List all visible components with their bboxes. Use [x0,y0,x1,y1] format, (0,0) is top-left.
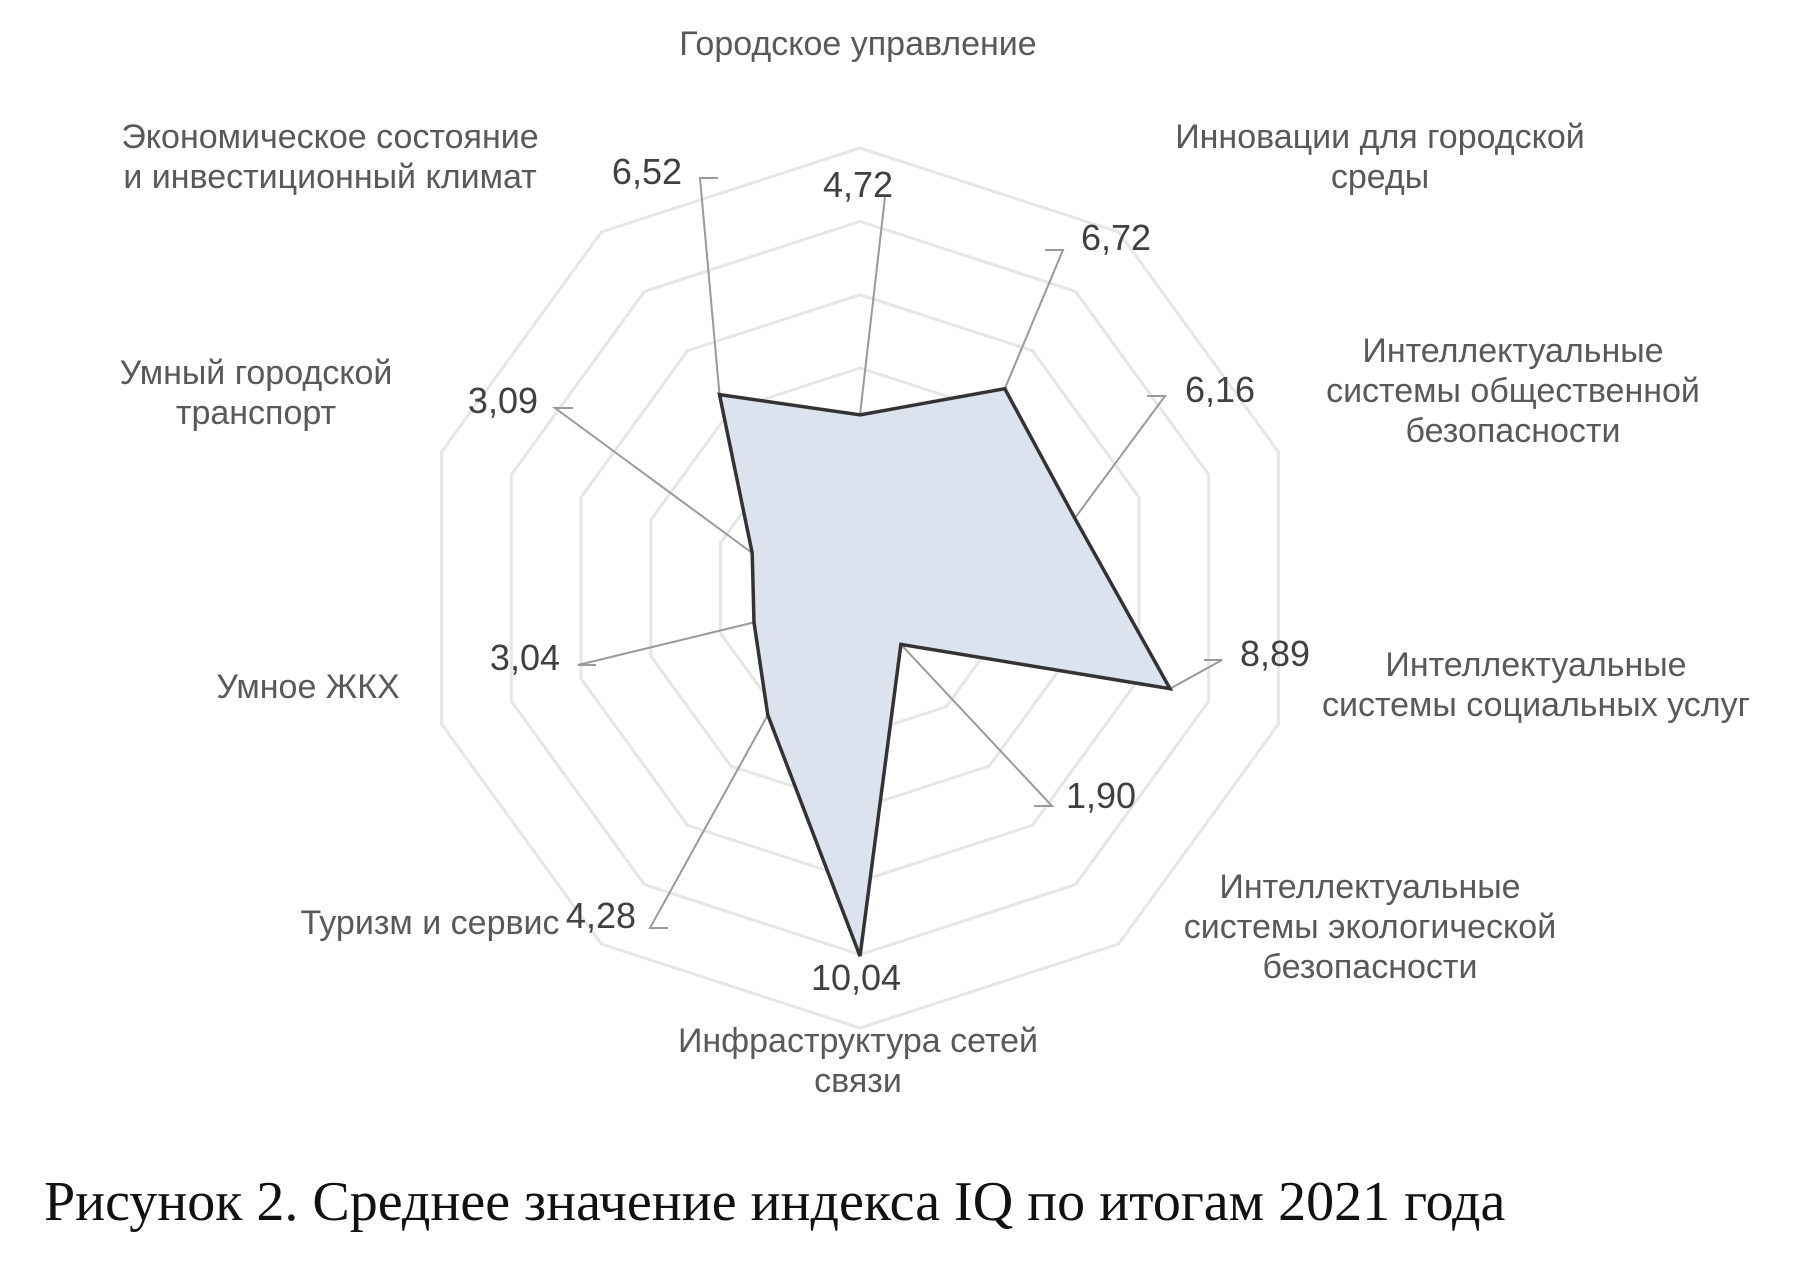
value-label: 8,89 [1240,633,1310,674]
axis-label: Интеллектуальные системы экологической без… [1184,868,1556,986]
axis-label: Интеллектуальные системы общественной безо… [1326,332,1700,450]
axis-label: Экономическое состояние и инвестиционный … [121,118,538,196]
axis-label-line: безопасности [1406,412,1621,450]
axis-label-line: транспорт [176,394,336,432]
value-leader-line [698,177,721,395]
axis-label-line: Городское управление [679,25,1036,63]
axis-label-line: Инфраструктура сетей [678,1022,1038,1060]
value-label: 6,16 [1185,369,1255,410]
value-leader-line [648,714,769,929]
value-label: 4,72 [823,164,893,205]
value-label: 3,09 [468,380,538,421]
axis-label-line: Экономическое состояние [121,118,538,156]
value-label: 6,72 [1081,217,1151,258]
axis-label-line: системы социальных услуг [1322,686,1750,724]
grid-ring-6 [440,146,1280,1030]
axis-label: Инновации для городской среды [1175,118,1585,196]
value-labels: 4,72 6,72 6,16 8,89 1,90 10,04 4,28 3,04 3,09 6,5… [468,151,1310,998]
series-layer [717,386,1174,957]
axis-label: Туризм и сервис [300,904,559,942]
figure-caption: Рисунок 2. Среднее значение индекса IQ п… [44,1171,1506,1233]
value-leader-line [1169,659,1223,690]
series-area [717,386,1174,957]
value-leader-line [577,621,755,666]
value-leaders [551,177,1223,929]
axis-label-line: Интеллектуальные [1385,646,1686,684]
axis-labels: Городское управление Инновации для городс… [120,25,1750,1100]
axis-label-line: Инновации для городской [1175,118,1585,156]
value-label: 10,04 [811,957,901,998]
value-leader-line [900,643,1055,807]
value-label: 4,28 [566,895,636,936]
axis-label-line: Интеллектуальные [1219,868,1520,906]
axis-label-line: Туризм и сервис [300,904,559,942]
axis-label-line: безопасности [1263,948,1478,986]
axis-label: Умный городской транспорт [120,354,393,432]
axis-label: Инфраструктура сетей связи [678,1022,1038,1100]
value-leader-line [551,407,753,554]
axis-label-line: Интеллектуальные [1362,332,1663,370]
value-label: 6,52 [612,151,682,192]
axis-label: Интеллектуальные системы социальных услуг [1322,646,1750,724]
axis-label: Умное ЖКХ [216,668,399,706]
axis-label-line: системы общественной [1326,372,1700,410]
value-leader-line [1073,395,1167,519]
axis-label-line: Умный городской [120,354,393,392]
value-leader-line [859,196,886,416]
axis-label-line: среды [1331,158,1429,196]
value-label: 3,04 [490,637,560,678]
axis-label-line: системы экологической [1184,908,1556,946]
axis-label-line: связи [814,1062,902,1100]
axis-label: Городское управление [679,25,1036,63]
axis-label-line: Умное ЖКХ [216,668,399,706]
radar-chart: 4,72 6,72 6,16 8,89 1,90 10,04 4,28 3,04 3,09 6,5… [120,25,1750,1100]
value-label: 1,90 [1066,775,1136,816]
value-leader-line [1003,249,1065,390]
axis-label-line: и инвестиционный климат [123,158,536,196]
